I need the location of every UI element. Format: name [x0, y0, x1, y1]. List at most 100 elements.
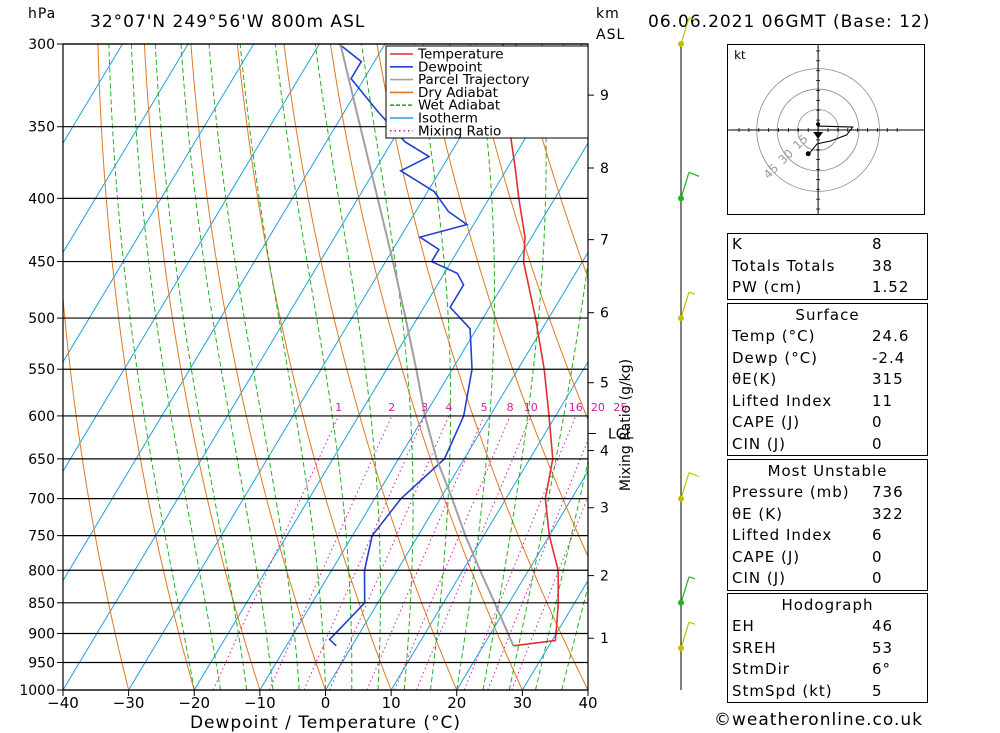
storm-motion-marker [813, 131, 824, 139]
credit-text[interactable]: ©weatheronline.co.uk [714, 710, 924, 730]
hodograph-ring-label: 15 [790, 132, 811, 153]
temperature-tick-label: 40 [578, 694, 597, 712]
temperature-tick-label: −10 [244, 694, 276, 712]
hodograph-point [805, 151, 811, 157]
mixing-ratio-tick-label: 3 [421, 401, 428, 414]
asl-unit-label: ASL [596, 27, 626, 43]
surface-row: Lifted Index 11 [728, 391, 927, 413]
pressure-tick-label: 700 [28, 492, 55, 508]
isotherm-line [456, 470, 588, 690]
hodograph-ring-label: 30 [776, 146, 797, 167]
surface-title: Surface [795, 306, 860, 324]
dry-adiabat-line [982, 44, 1000, 690]
temperature-tick-label: −40 [47, 694, 79, 712]
mu-row: Lifted Index 6 [728, 525, 927, 547]
hodo-row: EH 46 [728, 616, 927, 638]
mixing-ratio-tick-label: 4 [445, 401, 452, 414]
surface-key: θE(K) [732, 370, 778, 388]
mu-value: 736 [872, 483, 904, 501]
pressure-tick-label: 800 [28, 563, 55, 579]
hodo-value: 6° [872, 660, 892, 678]
mixing-ratio-line [463, 415, 577, 690]
index-row: PW (cm) 1.52 [728, 277, 927, 299]
wet-adiabat-line [456, 44, 495, 690]
legend-label: Dry Adiabat [418, 85, 498, 101]
surface-value: 0 [872, 413, 883, 431]
legend-label: Mixing Ratio [418, 123, 501, 139]
wind-barb-staff [680, 621, 690, 649]
mu-key: CAPE (J) [732, 547, 801, 566]
surface-table: Surface Temp (°C) 24.6 Dewp (°C) -2.4 θE(K… [727, 303, 928, 456]
pressure-tick-label: 600 [28, 409, 55, 425]
mixing-ratio-tick-label: 10 [524, 401, 538, 414]
surface-value: -2.4 [872, 348, 906, 367]
mu-row: θE (K) 322 [728, 504, 927, 526]
most-unstable-table: Most Unstable Pressure (mb) 736 θE (K) 322… [727, 459, 928, 591]
pressure-tick-label: 450 [28, 255, 55, 271]
wet-adiabat-line [535, 459, 588, 690]
legend-label: Temperature [417, 47, 504, 63]
km-tick-label: 6 [600, 306, 609, 322]
hodograph-title: Hodograph [781, 596, 874, 614]
mu-value: 0 [872, 569, 883, 587]
isotherm-line [63, 44, 452, 690]
legend-box [385, 45, 589, 139]
index-key: PW (cm) [732, 278, 803, 296]
pressure-tick-label: 400 [28, 191, 55, 207]
mu-row: CIN (J) 0 [728, 568, 927, 590]
km-tick-label: 9 [600, 88, 609, 104]
km-tick-label: 1 [600, 631, 609, 647]
surface-key: Temp (°C) [732, 327, 816, 345]
surface-row: Dewp (°C) -2.4 [728, 348, 927, 370]
mu-key: Pressure (mb) [732, 483, 850, 501]
mu-value: 322 [872, 504, 904, 523]
wind-barb-staff [680, 472, 690, 499]
legend-label: Wet Adiabat [418, 98, 500, 114]
hodo-key: SREH [732, 638, 777, 657]
mixing-ratio-line [268, 415, 393, 690]
hodograph-ring-label: 45 [761, 161, 782, 182]
km-tick-label: 2 [600, 569, 609, 585]
surface-key: CIN (J) [732, 434, 787, 453]
surface-row: Temp (°C) 24.6 [728, 326, 927, 348]
mixing-ratio-tick-label: 1 [335, 401, 342, 414]
index-key: K [732, 235, 743, 253]
mu-key: Lifted Index [732, 526, 833, 544]
surface-key: CAPE (J) [732, 413, 801, 431]
wind-barb-flag [688, 171, 700, 177]
mixing-ratio-line [303, 415, 426, 690]
surface-row: CIN (J) 0 [728, 434, 927, 456]
km-tick-label: 5 [600, 376, 609, 392]
hodo-value: 46 [872, 617, 894, 635]
mixing-ratio-line [212, 415, 340, 690]
isotherm-line [259, 142, 588, 690]
wind-barb-staff [680, 291, 690, 319]
legend-label: Dewpoint [418, 59, 482, 75]
pressure-tick-label: 550 [28, 362, 55, 378]
mixing-ratio-line [487, 438, 588, 690]
wet-adiabat-line [208, 44, 300, 690]
hodo-key: StmDir [732, 660, 790, 678]
mixing-ratio-line [394, 415, 511, 690]
km-unit-label: km [596, 6, 620, 22]
dry-adiabat-line [376, 44, 588, 690]
dry-adiabat-line [97, 44, 195, 690]
hodo-value: 5 [872, 681, 883, 700]
km-tick-label: 8 [600, 161, 609, 177]
isotherm-line [325, 251, 588, 690]
isotherm-line [63, 44, 386, 582]
temperature-tick-label: 0 [321, 694, 331, 712]
mixing-ratio-tick-label: 2 [388, 401, 395, 414]
lcl-label: LCL [608, 427, 634, 443]
hodo-key: EH [732, 617, 755, 635]
mu-row: CAPE (J) 0 [728, 547, 927, 569]
temperature-tick-label: −20 [178, 694, 210, 712]
isotherm-line [390, 360, 588, 690]
pressure-tick-label: 500 [28, 311, 55, 327]
wind-barb-staff [680, 172, 690, 199]
wind-barb-halfflag [688, 17, 696, 21]
km-tick-label: 3 [600, 501, 609, 517]
series-line [328, 44, 473, 647]
